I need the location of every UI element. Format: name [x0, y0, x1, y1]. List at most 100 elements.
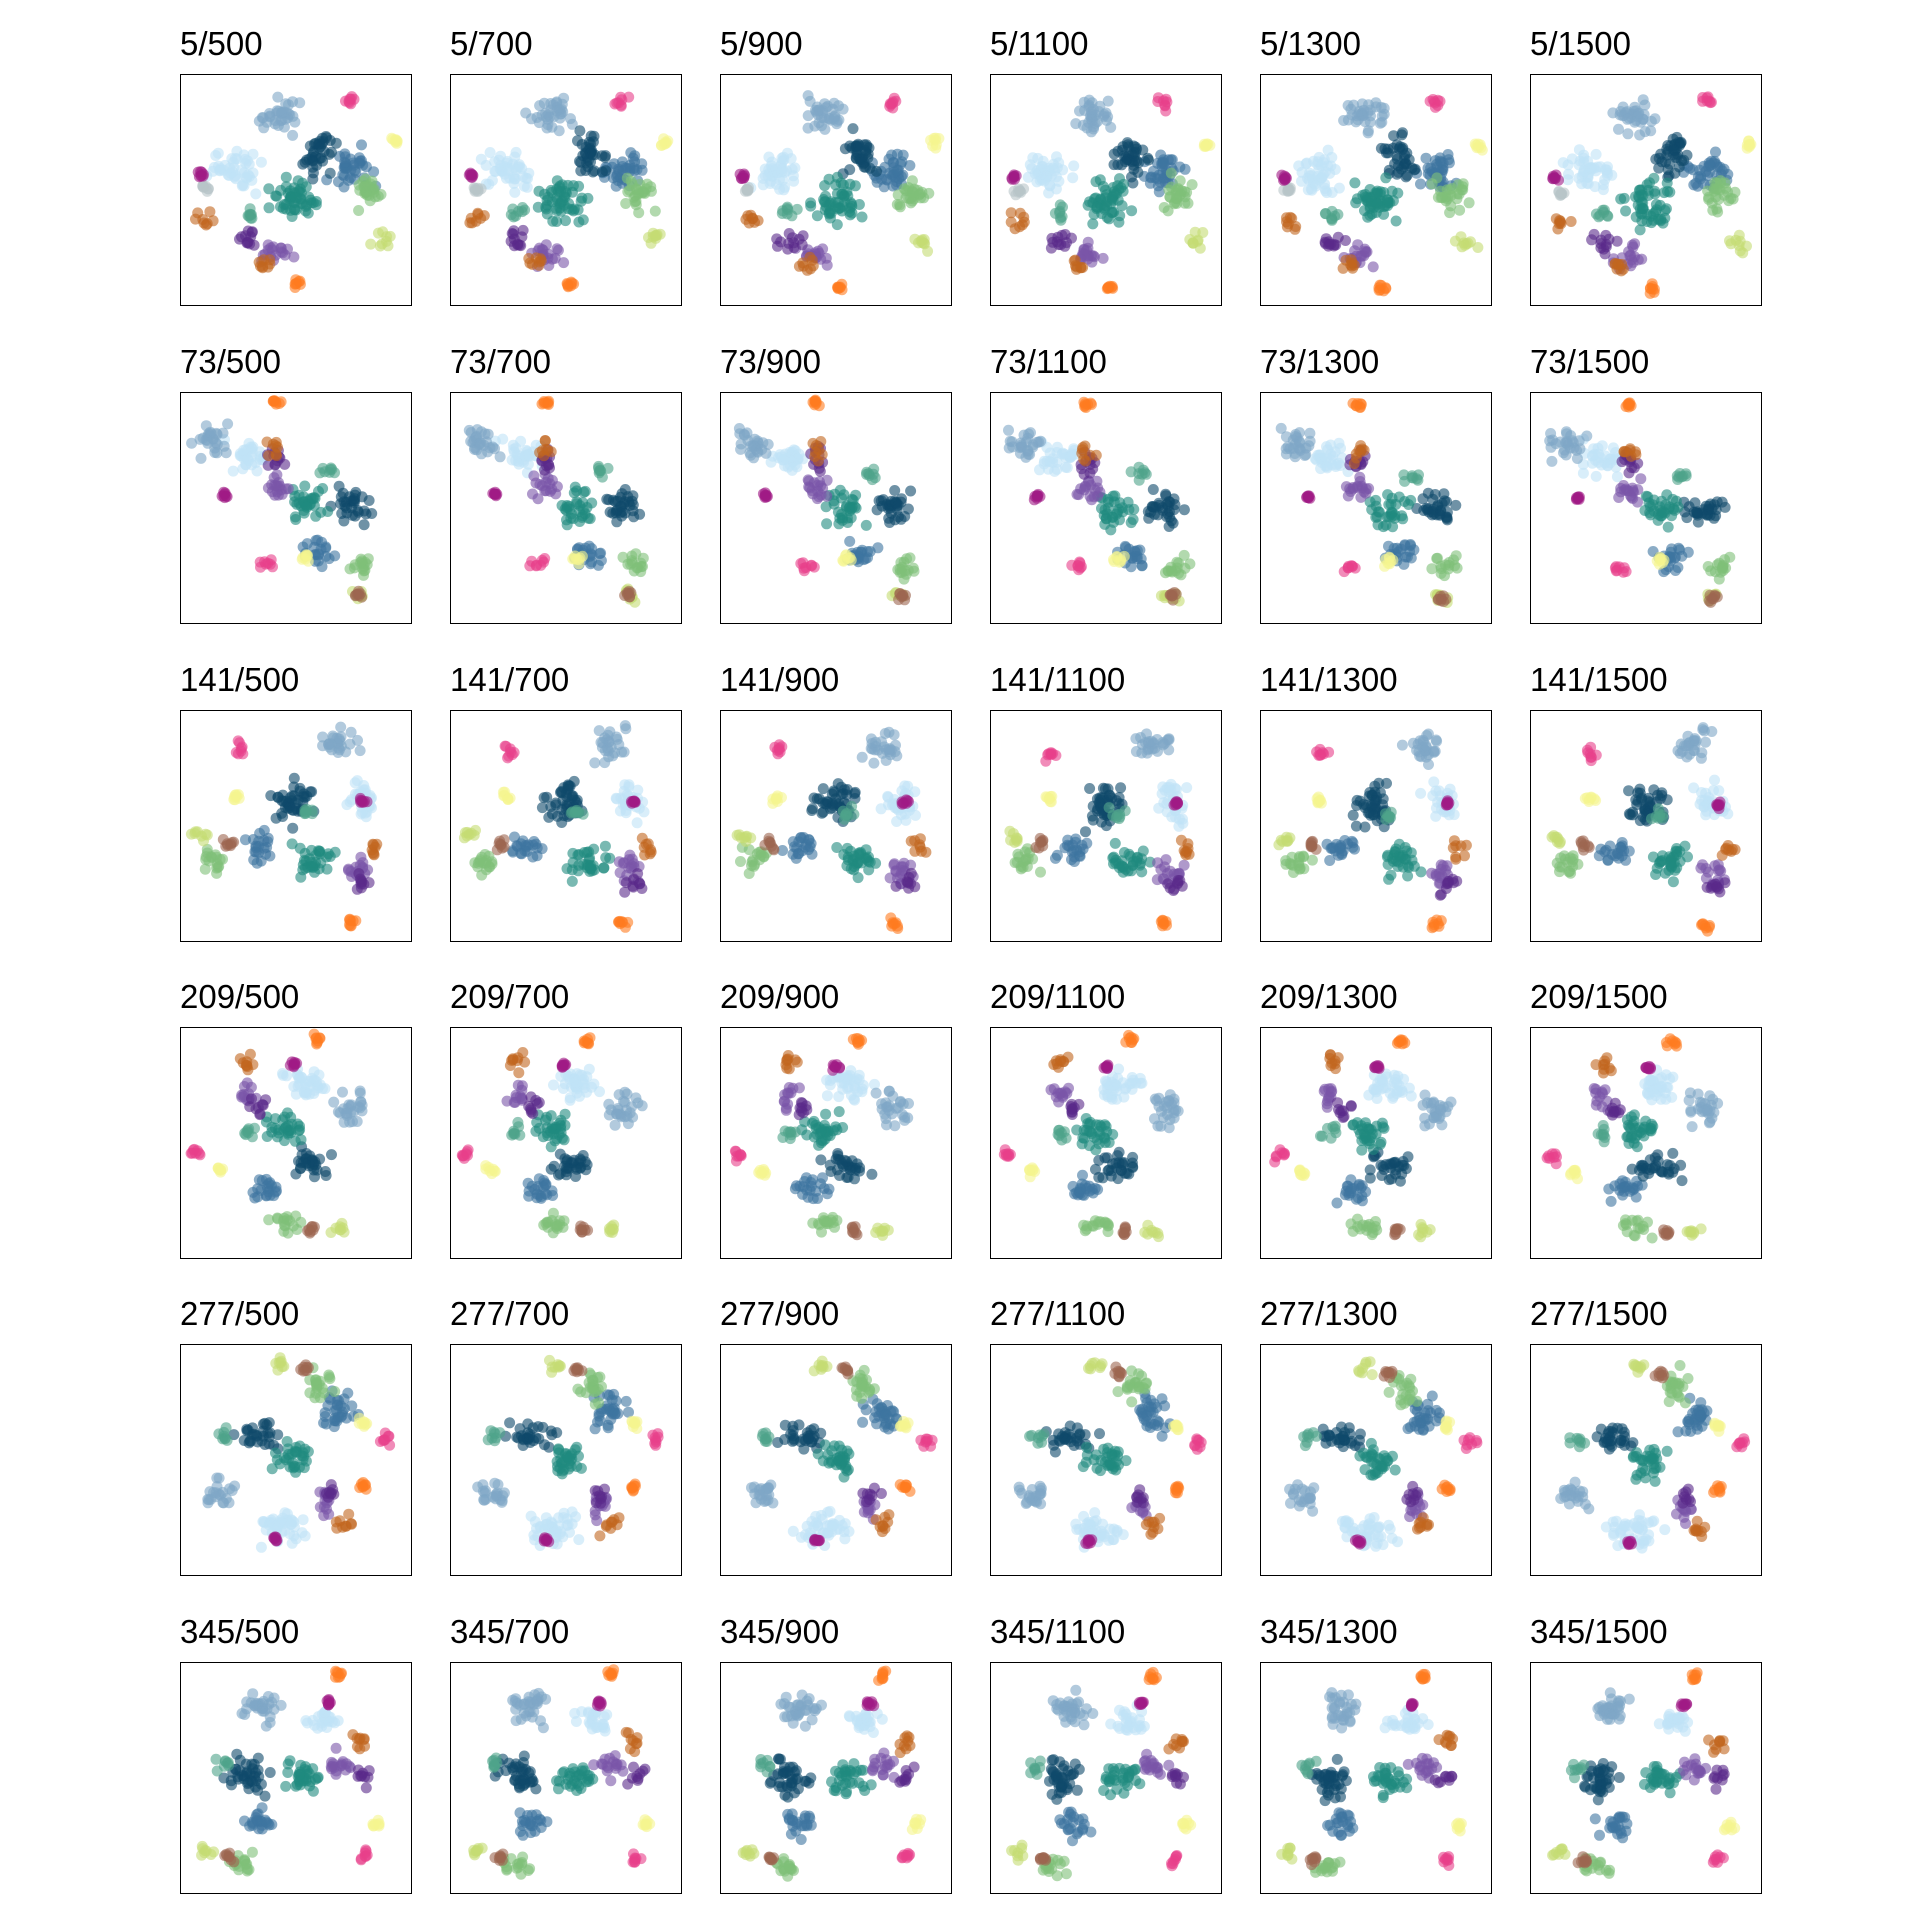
scatter-point [294, 97, 306, 109]
scatter-point [1091, 116, 1103, 128]
scatter-point [484, 442, 496, 454]
scatter-point [1571, 453, 1583, 464]
scatter-point [856, 211, 868, 223]
scatter-point [1422, 728, 1434, 740]
scatter-point [1276, 169, 1288, 181]
scatter-svg [720, 74, 952, 306]
scatter-point [1611, 564, 1623, 576]
scatter-point [1063, 840, 1075, 852]
scatter-point [1372, 506, 1384, 518]
scatter-point [200, 434, 212, 446]
scatter-point [557, 195, 569, 207]
scatter-point [871, 176, 883, 188]
scatter-point [1420, 152, 1432, 164]
scatter-point [1099, 518, 1111, 530]
scatter-point [1184, 558, 1196, 570]
scatter-point [1014, 207, 1026, 219]
scatter-point [515, 240, 527, 252]
scatter-point [1441, 190, 1453, 202]
scatter-point [270, 436, 282, 448]
scatter-point [507, 203, 519, 215]
scatter-point [807, 803, 818, 815]
scatter-point [1724, 235, 1735, 247]
scatter-point [372, 227, 384, 239]
scatter-point [900, 794, 912, 806]
scatter-point [1436, 497, 1448, 509]
scatter-point [1324, 855, 1336, 866]
scatter-point [1639, 505, 1651, 516]
scatter-point [1102, 95, 1114, 107]
scatter-point [769, 741, 781, 753]
scatter-plot-area [990, 710, 1222, 942]
scatter-point [1071, 488, 1083, 500]
scatter-point [1350, 197, 1362, 209]
scatter-point [642, 838, 654, 850]
scatter-point [901, 553, 913, 565]
scatter-point [1618, 192, 1630, 204]
scatter-point [354, 745, 366, 757]
scatter-point [1440, 593, 1452, 605]
scatter-point [619, 720, 631, 732]
scatter-point [1160, 854, 1172, 866]
scatter-point [1595, 161, 1606, 173]
scatter-point [1106, 280, 1118, 292]
scatter-point [759, 490, 771, 502]
scatter-point [872, 542, 884, 554]
scatter-point [1679, 840, 1691, 852]
scatter-point [1463, 197, 1475, 209]
scatter-point [1630, 449, 1642, 461]
scatter-point [1280, 855, 1292, 867]
scatter-point [1718, 163, 1730, 175]
scatter-point [1620, 566, 1632, 577]
scatter-point [330, 137, 342, 149]
scatter-point [562, 278, 574, 290]
scatter-point [300, 200, 312, 212]
scatter-point [254, 827, 266, 839]
scatter-point [1702, 503, 1714, 515]
scatter-point [1352, 239, 1364, 251]
scatter-svg [1260, 710, 1492, 942]
scatter-point [1642, 491, 1654, 503]
scatter-point [815, 436, 827, 447]
scatter-point [806, 254, 818, 266]
scatter-point [1280, 431, 1292, 443]
scatter-svg [180, 392, 412, 624]
scatter-point [1057, 201, 1068, 213]
scatter-point [1101, 114, 1113, 126]
scatter-point [229, 789, 241, 801]
scatter-point [294, 275, 306, 287]
scatter-point [1737, 247, 1749, 259]
scatter-point [1435, 863, 1447, 875]
scatter-point [1388, 130, 1400, 142]
scatter-point [527, 851, 539, 863]
scatter-point [1595, 843, 1607, 855]
scatter-point [1035, 866, 1046, 878]
scatter-point [1455, 840, 1467, 852]
scatter-point [1370, 97, 1382, 109]
scatter-point [1432, 796, 1444, 808]
scatter-point [1136, 866, 1148, 878]
scatter-panel: 5/900 [720, 25, 960, 315]
scatter-point [1324, 167, 1336, 179]
scatter-point [350, 589, 362, 601]
scatter-point [1034, 464, 1045, 476]
scatter-point [1359, 189, 1371, 200]
scatter-point [1125, 466, 1137, 478]
scatter-point [1459, 850, 1470, 862]
scatter-point [216, 490, 228, 502]
scatter-point [817, 243, 829, 255]
scatter-point [1399, 475, 1411, 487]
scatter-point [1454, 204, 1466, 216]
scatter-point [1101, 200, 1112, 212]
scatter-point [474, 854, 486, 866]
scatter-point [263, 183, 275, 195]
scatter-point [280, 483, 292, 495]
scatter-svg [720, 392, 952, 624]
scatter-point [820, 102, 832, 114]
scatter-point [838, 849, 850, 861]
scatter-point [867, 468, 879, 480]
scatter-point [1181, 846, 1193, 858]
scatter-point [1415, 178, 1426, 190]
scatter-point [892, 923, 904, 934]
scatter-point [1634, 224, 1646, 236]
